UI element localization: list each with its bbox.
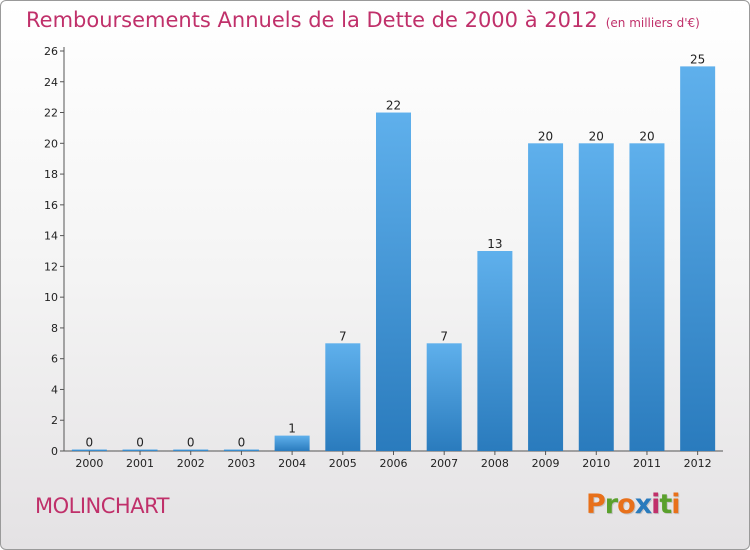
bar [122, 449, 158, 451]
bars: 0 0 0 0 1 7 22 7 13 20 20 20 25 [71, 52, 716, 452]
bar [274, 435, 310, 451]
x-tick-label: 2006 [380, 457, 408, 470]
x-tick-label: 2000 [75, 457, 103, 470]
x-tick-label: 2005 [329, 457, 357, 470]
commune-name: MOLINCHART [35, 494, 169, 518]
y-tick-label: 24 [44, 76, 58, 89]
title-unit: (en milliers d'€) [605, 16, 700, 30]
bar [71, 449, 107, 451]
value-label: 1 [288, 422, 296, 436]
y-tick-label: 14 [44, 230, 58, 243]
value-label: 7 [339, 329, 347, 343]
y-tick-label: 26 [44, 45, 58, 58]
x-tick-label: 2007 [430, 457, 458, 470]
value-label: 13 [487, 237, 502, 251]
value-label: 0 [136, 436, 144, 450]
x-tick-label: 2003 [227, 457, 255, 470]
x-tick-label: 2011 [633, 457, 661, 470]
logo-letter: i [671, 489, 680, 520]
x-tick-label: 2002 [177, 457, 205, 470]
x-tick-label: 2009 [532, 457, 560, 470]
value-label: 22 [386, 99, 401, 113]
bar [629, 143, 665, 452]
x-tick-label: 2012 [684, 457, 712, 470]
bar [173, 449, 209, 451]
y-tick-label: 20 [44, 137, 58, 150]
y-tick-label: 18 [44, 168, 58, 181]
value-label: 0 [187, 436, 195, 450]
bar [325, 343, 361, 451]
y-tick-label: 4 [51, 383, 58, 396]
value-label: 25 [690, 52, 705, 66]
chart-title: Remboursements Annuels de la Dette de 20… [26, 8, 700, 32]
value-label: 0 [238, 436, 246, 450]
logo-letter: x [634, 489, 652, 520]
y-tick-label: 10 [44, 291, 58, 304]
bar [223, 449, 259, 451]
logo-letter: i [651, 489, 660, 520]
value-label: 20 [589, 129, 604, 143]
y-tick-label: 8 [51, 322, 58, 335]
logo-letter: r [604, 489, 618, 520]
bar [426, 343, 462, 451]
y-tick-label: 0 [51, 445, 58, 458]
logo-letter: o [617, 489, 636, 520]
bar [376, 112, 411, 452]
bar [680, 66, 716, 451]
logo-letter: t [659, 489, 672, 520]
y-tick-label: 22 [44, 107, 58, 120]
x-tick-label: 2004 [278, 457, 306, 470]
bar [477, 251, 513, 451]
x-tick-label: 2010 [582, 457, 610, 470]
y-tick-label: 2 [51, 414, 58, 427]
value-label: 7 [440, 329, 448, 343]
y-tick-label: 16 [44, 199, 58, 212]
bar [578, 143, 614, 452]
value-label: 20 [639, 129, 654, 143]
proxiti-logo[interactable]: Proxiti [586, 489, 681, 520]
y-tick-label: 6 [51, 353, 58, 366]
logo-letter: P [586, 489, 606, 520]
value-label: 0 [86, 436, 94, 450]
x-tick-label: 2008 [481, 457, 509, 470]
x-tick-label: 2001 [126, 457, 154, 470]
value-label: 20 [538, 129, 553, 143]
bar [528, 143, 564, 452]
title-main: Remboursements Annuels de la Dette de 20… [26, 8, 598, 32]
y-tick-label: 12 [44, 260, 58, 273]
